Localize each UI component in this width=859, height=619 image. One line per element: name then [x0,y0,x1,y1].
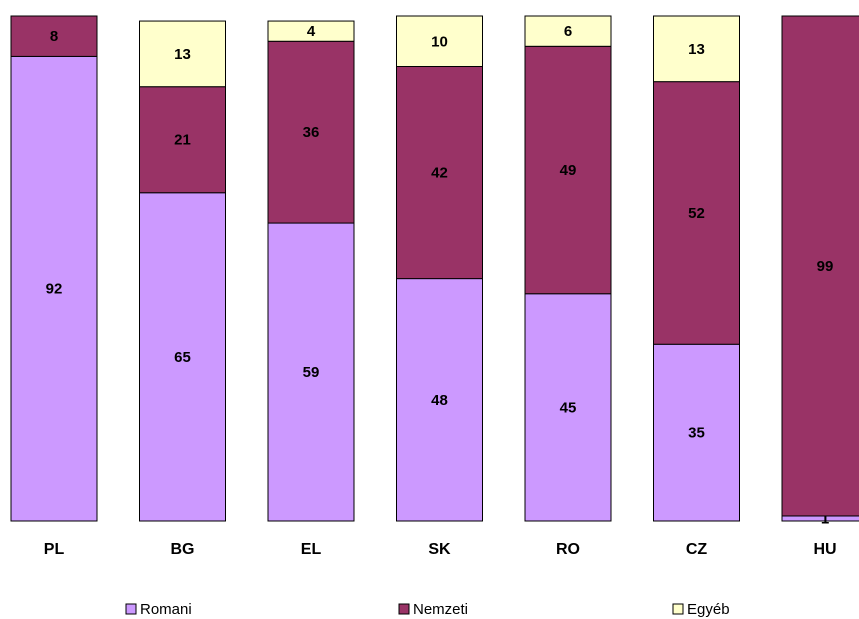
x-tick-cz: CZ [686,541,708,558]
data-label-bg-nemzeti: 21 [174,132,191,149]
data-label-bg-romani: 65 [174,349,191,366]
legend-label-romani: Romani [140,601,192,618]
data-label-el-romani: 59 [303,364,320,381]
data-label-ro-nemzeti: 49 [560,162,577,179]
bar-segment-bg-nemzeti [139,86,226,194]
x-tick-el: EL [301,541,322,558]
bar-segment-el-nemzeti [267,40,355,224]
x-tick-sk: SK [428,541,451,558]
data-label-hu-nemzeti: 99 [817,258,834,275]
legend: Romani Nemzeti Egyéb [125,601,730,618]
legend-swatch-romani [125,603,137,615]
bar-segment-pl-romani [10,55,98,522]
bar-segment-cz-nemzeti [653,81,740,345]
data-label-ro-romani: 45 [560,399,577,416]
data-label-hu-romani: 1 [821,510,829,527]
legend-swatch-nemzeti [398,603,410,615]
data-label-cz-egyéb: 13 [688,41,705,58]
data-label-bg-egyéb: 13 [174,46,191,63]
legend-swatch-egyéb [672,603,684,615]
bar-segment-el-egyéb [267,20,355,42]
data-label-pl-nemzeti: 8 [50,28,58,45]
bars-group: 92 8 65 21 13 59 36 4 48 42 10 45 49 6 35 52 13 1 99 [10,15,859,527]
x-axis-ticks: PL BG EL SK RO CZ HU [44,541,837,558]
data-label-ro-egyéb: 6 [564,23,572,40]
legend-label-nemzeti: Nemzeti [413,601,468,618]
data-label-sk-nemzeti: 42 [431,165,448,182]
data-label-cz-romani: 35 [688,425,705,442]
bar-segment-sk-romani [396,278,483,522]
bar-segment-sk-egyéb [396,15,483,67]
legend-label-egyéb: Egyéb [687,601,730,618]
x-tick-pl: PL [44,541,65,558]
bar-segment-cz-romani [653,343,740,522]
bar-segment-hu-nemzeti [781,15,859,517]
data-label-sk-romani: 48 [431,392,448,409]
x-tick-ro: RO [556,541,580,558]
bar-segment-sk-nemzeti [396,66,483,280]
bar-segment-ro-nemzeti [524,45,612,295]
bar-segment-bg-egyéb [139,20,226,88]
x-tick-bg: BG [171,541,195,558]
bar-segment-cz-egyéb [653,15,740,83]
data-label-cz-nemzeti: 52 [688,205,705,222]
data-label-pl-romani: 92 [46,281,63,298]
data-label-el-nemzeti: 36 [303,124,320,141]
bar-segment-el-romani [267,222,355,522]
x-tick-hu: HU [813,541,836,558]
data-label-el-egyéb: 4 [307,23,316,40]
bar-segment-pl-nemzeti [10,15,98,57]
bar-segment-ro-romani [524,293,612,522]
bar-segment-ro-egyéb [524,15,612,47]
data-label-sk-egyéb: 10 [431,33,448,50]
